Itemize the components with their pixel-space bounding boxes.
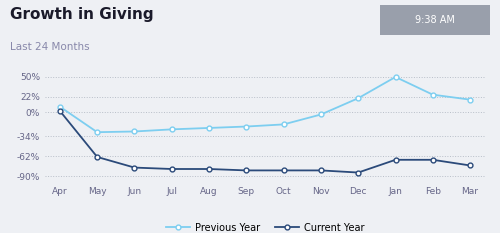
Current Year bbox=[430, 158, 436, 161]
Previous Year bbox=[169, 128, 175, 131]
Previous Year bbox=[132, 130, 138, 133]
Current Year bbox=[57, 110, 63, 112]
Current Year bbox=[169, 168, 175, 170]
Text: 9:38 AM: 9:38 AM bbox=[415, 15, 455, 25]
Previous Year bbox=[318, 113, 324, 116]
Text: Growth in Giving: Growth in Giving bbox=[10, 7, 154, 22]
Previous Year bbox=[467, 98, 473, 101]
Current Year bbox=[355, 171, 361, 174]
Current Year bbox=[244, 169, 250, 172]
Text: Last 24 Months: Last 24 Months bbox=[10, 42, 90, 52]
Legend: Previous Year, Current Year: Previous Year, Current Year bbox=[166, 223, 364, 233]
Current Year bbox=[94, 156, 100, 158]
Current Year bbox=[392, 158, 398, 161]
Current Year bbox=[132, 166, 138, 169]
Current Year bbox=[280, 169, 286, 172]
Previous Year bbox=[206, 127, 212, 129]
Previous Year bbox=[57, 105, 63, 108]
Previous Year bbox=[430, 93, 436, 96]
Current Year bbox=[206, 168, 212, 170]
Line: Previous Year: Previous Year bbox=[58, 75, 472, 135]
Line: Current Year: Current Year bbox=[58, 109, 472, 175]
Previous Year bbox=[392, 75, 398, 78]
Current Year bbox=[318, 169, 324, 172]
Previous Year bbox=[244, 125, 250, 128]
Previous Year bbox=[94, 131, 100, 134]
Current Year bbox=[467, 164, 473, 167]
Previous Year bbox=[280, 123, 286, 126]
Previous Year bbox=[355, 97, 361, 100]
